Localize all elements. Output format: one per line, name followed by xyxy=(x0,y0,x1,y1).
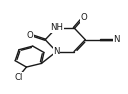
Text: O: O xyxy=(81,13,87,22)
Text: N: N xyxy=(113,35,120,44)
Text: Cl: Cl xyxy=(15,73,23,82)
Text: O: O xyxy=(27,31,34,40)
Text: N: N xyxy=(53,47,60,56)
Text: NH: NH xyxy=(50,23,63,32)
